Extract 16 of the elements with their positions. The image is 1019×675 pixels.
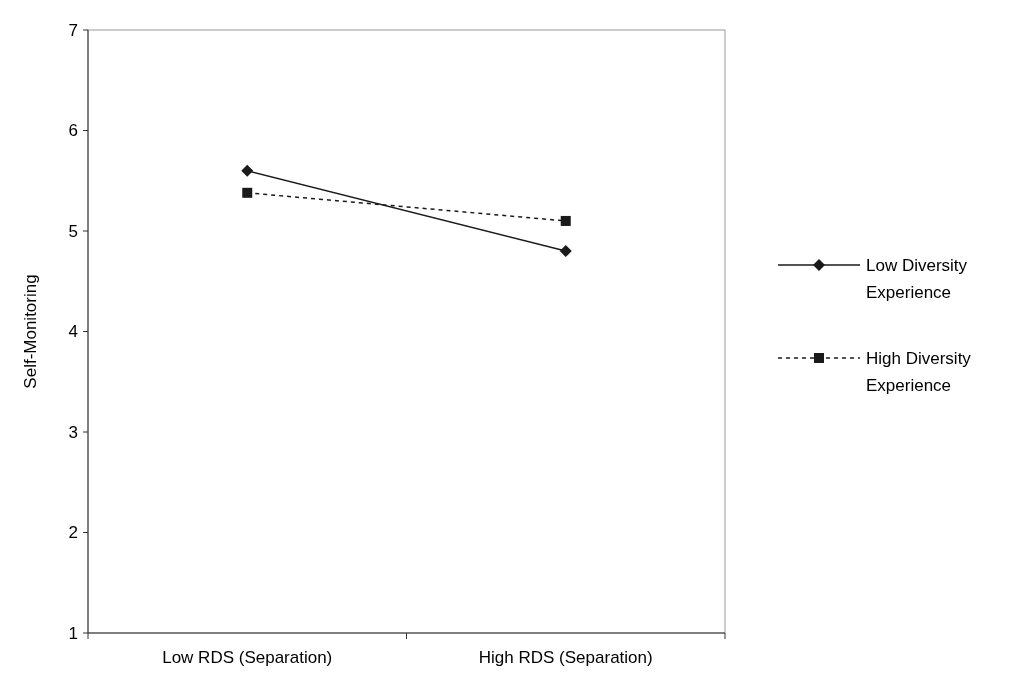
point <box>242 187 253 198</box>
x-tick-label: Low RDS (Separation) <box>162 648 333 667</box>
y-tick-label: 6 <box>68 121 78 141</box>
y-tick-label: 4 <box>68 322 78 342</box>
y-tick-label: 7 <box>68 20 78 40</box>
point <box>559 245 572 258</box>
y-tick-label: 2 <box>68 523 78 543</box>
point <box>241 164 254 177</box>
x-tick-label: High RDS (Separation) <box>478 648 653 667</box>
y-axis-title: Self-Monitoring <box>21 274 40 389</box>
y-tick-label: 3 <box>68 422 78 442</box>
legend-label: High Diversity Experience <box>866 348 972 396</box>
y-tick-label: 5 <box>68 221 78 241</box>
y-tick-label: 1 <box>68 623 78 643</box>
legend-label: Low Diversity Experience <box>866 255 968 303</box>
point <box>560 215 571 226</box>
